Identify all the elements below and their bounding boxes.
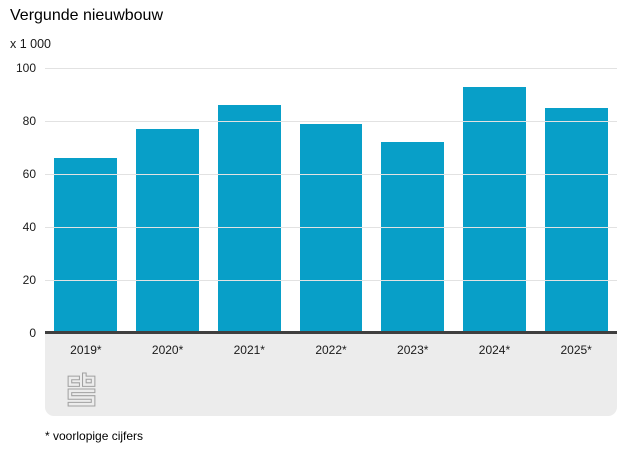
- cbs-logo-icon: [67, 372, 96, 407]
- bar-cell: [127, 68, 209, 333]
- y-axis-tick-label: 20: [22, 273, 36, 287]
- bar-cell: [454, 68, 536, 333]
- bar-2019: [54, 158, 118, 333]
- x-axis-line: [45, 331, 617, 334]
- y-axis-unit-label: x 1 000: [10, 37, 52, 51]
- bar-cell: [208, 68, 290, 333]
- x-axis-label: 2022*: [315, 343, 347, 357]
- y-axis-tick-label: 40: [22, 220, 36, 234]
- x-axis-label: 2024*: [478, 343, 511, 357]
- x-axis-label: 2020*: [151, 343, 184, 357]
- bar-2022: [299, 123, 363, 333]
- y-axis-tick-label: 60: [22, 167, 36, 181]
- bar-cell: [372, 68, 454, 333]
- gridline: [45, 121, 617, 122]
- gridline: [45, 174, 617, 175]
- gridline: [45, 68, 617, 69]
- bar-2024: [462, 86, 526, 333]
- bar-2021: [217, 105, 281, 333]
- bar-2023: [381, 142, 445, 333]
- y-axis-tick-label: 0: [29, 326, 36, 340]
- x-axis-label: 2019*: [70, 343, 102, 357]
- bar-2020: [136, 128, 200, 333]
- bar-2025: [544, 107, 608, 333]
- chart-title: Vergunde nieuwbouw: [10, 7, 164, 24]
- x-axis-labels: 2019* 2020* 2021* 2022* 2023* 2024* 2025*: [45, 334, 617, 357]
- bar-cell: [45, 68, 127, 333]
- y-axis-tick-label: 100: [15, 61, 36, 75]
- x-axis-label: 2025*: [560, 343, 592, 357]
- y-axis-tick-label: 80: [22, 114, 36, 128]
- x-axis-label: 2021*: [233, 343, 265, 357]
- x-axis-band: 2019* 2020* 2021* 2022* 2023* 2024* 2025*: [45, 334, 617, 416]
- bar-cell: [290, 68, 372, 333]
- gridline: [45, 227, 617, 228]
- gridline: [45, 280, 617, 281]
- footnote: * voorlopige cijfers: [45, 429, 144, 443]
- bar-series: [45, 68, 617, 333]
- x-axis-label: 2023*: [397, 343, 429, 357]
- plot-area: [45, 68, 617, 333]
- bar-cell: [535, 68, 617, 333]
